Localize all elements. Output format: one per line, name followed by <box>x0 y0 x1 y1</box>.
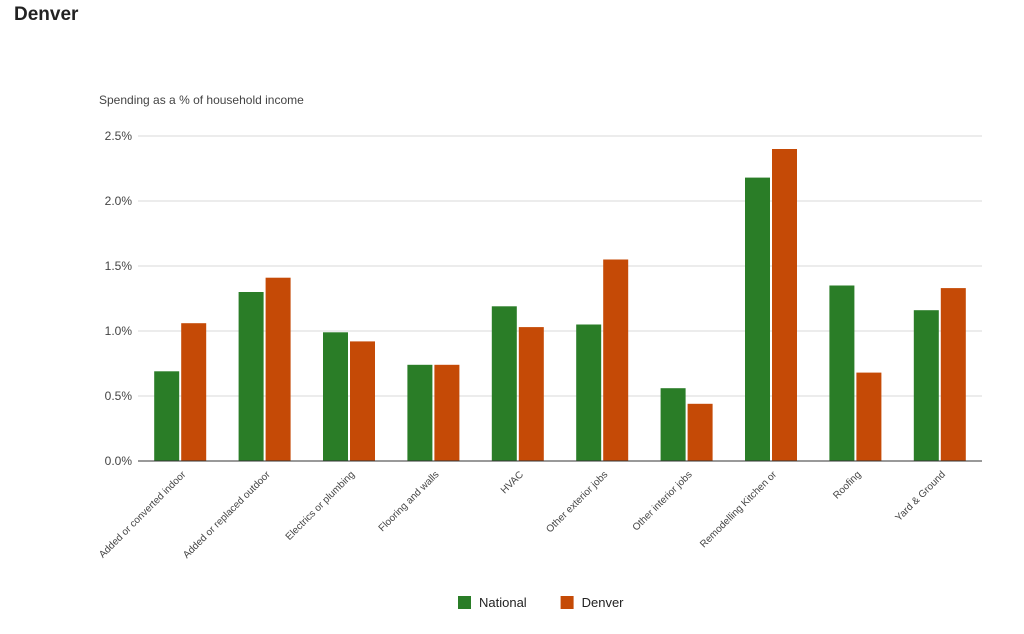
page-title: Denver <box>14 4 79 25</box>
legend-label[interactable]: Denver <box>582 595 625 610</box>
bar-denver <box>518 327 544 461</box>
bar-national <box>576 324 602 461</box>
y-tick-label: 1.0% <box>105 324 133 338</box>
bar-national <box>491 306 517 461</box>
y-tick-label: 2.5% <box>105 129 133 143</box>
x-tick-label: Yard & Ground <box>893 469 947 523</box>
y-axis-ticks: 0.0% 0.5% 1.0% 1.5% 2.0% 2.5% <box>105 129 133 468</box>
bar-denver <box>434 364 460 461</box>
y-tick-label: 1.5% <box>105 259 133 273</box>
bar-denver <box>265 277 291 461</box>
bar-denver <box>687 403 713 461</box>
bar-denver <box>772 149 797 461</box>
x-tick-label: Flooring and walls <box>377 469 442 534</box>
bar-national <box>238 292 264 461</box>
legend[interactable]: National Denver <box>458 595 624 610</box>
bar-denver <box>603 259 629 461</box>
legend-swatch <box>458 596 471 609</box>
x-tick-label: Other exterior jobs <box>544 469 610 535</box>
y-tick-label: 0.5% <box>105 389 133 403</box>
x-tick-label: Added or converted indoor <box>97 469 189 561</box>
x-tick-label: Electrics or plumbing <box>284 469 357 542</box>
bar-national <box>913 310 939 461</box>
legend-label[interactable]: National <box>479 595 527 610</box>
bar-national <box>323 332 348 461</box>
bar-national <box>660 388 686 461</box>
y-tick-label: 0.0% <box>105 454 133 468</box>
bar-national <box>407 364 433 461</box>
gridlines <box>138 135 982 397</box>
y-tick-label: 2.0% <box>105 194 133 208</box>
bars <box>154 149 966 461</box>
bar-denver <box>350 341 375 461</box>
x-tick-label: Remodelling Kitchen or <box>698 469 779 550</box>
x-tick-label: Other interior jobs <box>631 469 695 533</box>
legend-swatch <box>560 596 574 609</box>
bar-national <box>154 371 180 461</box>
y-axis-title: Spending as a % of household income <box>99 93 304 107</box>
bar-national <box>829 285 855 461</box>
x-tick-label: HVAC <box>499 469 526 496</box>
x-tick-label: Added or replaced outdoor <box>181 469 273 561</box>
bar-denver <box>940 288 966 461</box>
bar-denver <box>181 323 207 461</box>
bar-national <box>745 177 770 461</box>
bar-denver <box>856 372 882 461</box>
x-tick-label: Roofing <box>831 469 863 501</box>
